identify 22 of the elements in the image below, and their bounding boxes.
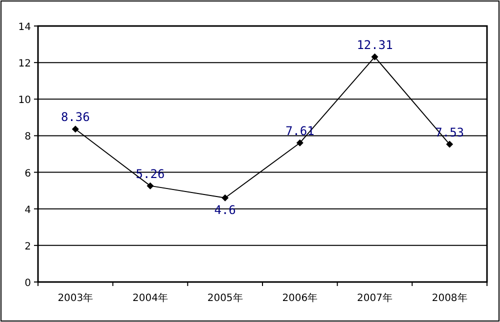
y-tick-label: 10: [18, 95, 31, 106]
x-tick-label: 2006年: [282, 292, 318, 304]
x-tick-label: 2004年: [132, 292, 168, 304]
y-tick-label: 8: [24, 132, 31, 143]
x-tick-label: 2003年: [58, 292, 94, 304]
point: [72, 126, 79, 133]
point: [296, 139, 304, 146]
y-tick-label: 2: [24, 241, 31, 252]
y-tick-label: 12: [18, 58, 31, 70]
y-tick-label: 14: [18, 22, 31, 33]
point: [371, 53, 378, 60]
x-tick-label: 2005年: [207, 292, 243, 304]
x-tick-label: 2008年: [432, 292, 468, 304]
y-tick-label: 6: [24, 168, 31, 180]
x-tick-label: 2007年: [357, 292, 392, 304]
point: [146, 182, 154, 190]
data-label: 12.31: [356, 38, 393, 52]
y-tick-label: 0: [24, 278, 31, 289]
point: [222, 194, 229, 202]
point: [446, 140, 454, 148]
y-tick-label: 4: [24, 204, 31, 216]
data-label: 8.36: [60, 110, 90, 124]
